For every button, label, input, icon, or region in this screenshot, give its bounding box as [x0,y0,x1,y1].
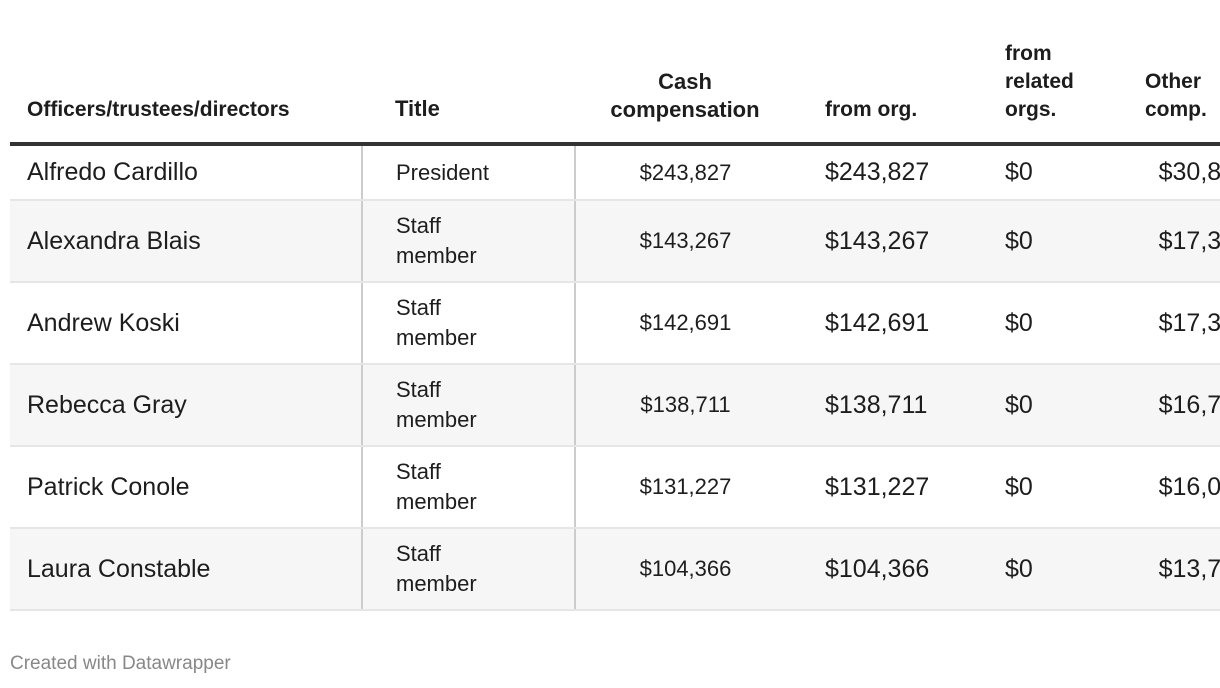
table-row: Alfredo Cardillo President $243,827 $243,82… [10,144,1220,201]
header-related: from related orgs. [975,40,1115,146]
title-cell: Staff member [362,446,576,529]
table-row: Laura Constable Staff member $104,366 $104,… [10,528,1220,611]
table-row: Andrew Koski Staff member $142,691 $142,691… [10,282,1220,365]
other-comp-cell: $16,076 [1115,446,1220,529]
title-text: Staff member [396,541,477,596]
related-cell: $0 [975,446,1115,529]
related-cell: $0 [975,282,1115,365]
title-text: Staff member [396,213,477,268]
name-cell: Laura Constable [10,528,363,611]
other-comp-cell: $13,722 [1115,528,1220,611]
header-cash: Cash compensation [575,40,795,146]
title-cell: Staff member [362,528,576,611]
table-row: Patrick Conole Staff member $131,227 $131,2… [10,446,1220,529]
from-org-cell: $143,267 [795,200,975,283]
related-cell: $0 [975,144,1115,201]
name-cell: Patrick Conole [10,446,363,529]
cash-cell: $143,267 [575,200,795,283]
cash-cell: $138,711 [575,364,795,447]
from-org-cell: $142,691 [795,282,975,365]
table-row: Rebecca Gray Staff member $138,711 $138,711… [10,364,1220,447]
title-cell: Staff member [362,282,576,365]
footer-credit: Created with Datawrapper [10,653,231,674]
header-title: Title [362,40,575,146]
header-from-org: from org. [795,40,975,146]
title-cell: Staff member [362,200,576,283]
header-cash-text: Cash compensation [610,69,760,122]
header-other-text: Other comp. [1145,70,1207,121]
header-other: Other comp. [1115,40,1220,146]
related-cell: $0 [975,364,1115,447]
from-org-cell: $243,827 [795,144,975,201]
name-cell: Alexandra Blais [10,200,363,283]
name-cell: Rebecca Gray [10,364,363,447]
from-org-cell: $138,711 [795,364,975,447]
name-cell: Andrew Koski [10,282,363,365]
from-org-cell: $104,366 [795,528,975,611]
other-comp-cell: $17,362 [1115,282,1220,365]
header-name: Officers/trustees/directors [10,40,362,146]
title-text: Staff member [396,295,477,350]
name-cell: Alfredo Cardillo [10,144,363,201]
from-org-cell: $131,227 [795,446,975,529]
related-cell: $0 [975,528,1115,611]
header-row: Officers/trustees/directors Title Cash c… [10,40,1220,146]
cash-cell: $131,227 [575,446,795,529]
title-cell: President [362,144,576,201]
title-text: Staff member [396,377,477,432]
other-comp-cell: $16,762 [1115,364,1220,447]
cash-cell: $243,827 [575,144,795,201]
title-text: Staff member [396,459,477,514]
other-comp-cell: $30,875 [1115,144,1220,201]
cash-cell: $142,691 [575,282,795,365]
title-text: President [396,159,489,185]
other-comp-cell: $17,362 [1115,200,1220,283]
cash-cell: $104,366 [575,528,795,611]
title-cell: Staff member [362,364,576,447]
compensation-table: Officers/trustees/directors Title Cash c… [10,40,1220,611]
header-related-text: from related orgs. [1005,42,1074,121]
related-cell: $0 [975,200,1115,283]
table-row: Alexandra Blais Staff member $143,267 $143,… [10,200,1220,283]
